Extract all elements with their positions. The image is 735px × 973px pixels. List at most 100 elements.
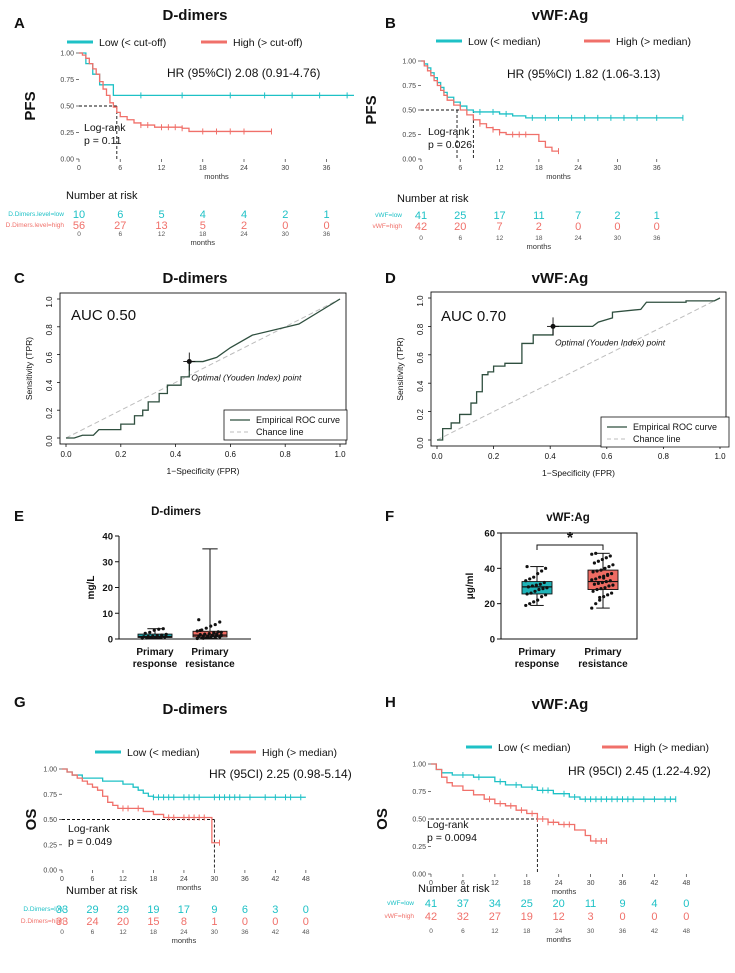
y-tick-label: 0: [108, 635, 113, 646]
x-tick-label: 0.6: [225, 450, 237, 459]
risk-x-tick-label: 18: [523, 928, 531, 935]
data-point: [207, 631, 211, 636]
box-group-response: [137, 627, 173, 640]
data-point: [598, 598, 602, 602]
chart-title-b: vWF:Ag: [532, 7, 589, 24]
risk-count: 0: [651, 911, 657, 923]
data-point: [525, 592, 529, 596]
panel-letter-f: F: [385, 508, 394, 525]
risk-count: 42: [425, 911, 437, 923]
data-point: [204, 626, 208, 630]
x-tick-label: 18: [523, 880, 531, 887]
data-point: [151, 634, 155, 638]
risk-count: 34: [489, 898, 501, 910]
data-point: [596, 581, 600, 585]
risk-x-tick-label: 18: [199, 231, 207, 238]
risk-x-tick-label: 30: [587, 928, 595, 935]
km-curve-high: [79, 52, 272, 133]
data-point: [164, 632, 168, 636]
y-tick-label: 0.00: [402, 157, 416, 164]
data-point: [544, 593, 548, 597]
risk-x-tick-label: 48: [683, 928, 691, 935]
logrank-label: Log-rank: [84, 122, 126, 134]
risk-count: 20: [553, 898, 565, 910]
y-tick-label: 0.4: [416, 380, 425, 392]
y-axis-label: Sensitivity (TPR): [395, 337, 405, 400]
logrank-p-value: p = 0.0094: [427, 832, 477, 844]
significance-bracket: [536, 544, 604, 550]
data-point: [534, 583, 538, 587]
risk-count: 17: [178, 904, 190, 916]
data-point: [590, 606, 594, 610]
data-point: [526, 585, 530, 589]
risk-count: 33: [56, 904, 68, 916]
legend-label-high: High (> cut-off): [233, 37, 303, 49]
data-point: [594, 577, 598, 581]
data-point: [210, 633, 214, 637]
y-tick-label: 10: [102, 609, 113, 620]
risk-count: 11: [585, 898, 596, 910]
y-tick-label: 0.00: [60, 157, 74, 164]
y-tick-label: 0.4: [45, 379, 54, 391]
y-tick-label: 1.00: [402, 59, 416, 66]
risk-x-axis-label: months: [190, 238, 215, 247]
chart-title-a: D-dimers: [162, 7, 227, 24]
risk-x-tick-label: 12: [158, 231, 166, 238]
risk-x-tick-label: 0: [429, 928, 433, 935]
x-axis-label: months: [546, 172, 571, 181]
km-curve-high: [421, 60, 559, 152]
data-point: [201, 636, 205, 640]
hazard-ratio-text: HR (95%CI) 1.82 (1.06-3.13): [507, 67, 660, 81]
risk-row-label-high: D.Dimers=high: [21, 918, 65, 925]
data-point: [603, 566, 607, 570]
x-tick-label: 1.0: [714, 452, 726, 461]
hazard-ratio-text: HR (95CI) 2.25 (0.98-5.14): [209, 767, 352, 781]
data-point: [538, 582, 542, 586]
y-axis-label: OS: [374, 808, 391, 830]
risk-x-tick-label: 30: [614, 235, 622, 242]
data-point: [218, 620, 222, 624]
panel-letter-e: E: [14, 508, 24, 525]
x-tick-label: 0.6: [601, 452, 613, 461]
legend-label-roc: Empirical ROC curve: [256, 415, 340, 425]
x-tick-label: 36: [653, 165, 661, 172]
x-axis-label: 1−Specificity (FPR): [542, 468, 615, 478]
risk-x-tick-label: 0: [419, 235, 423, 242]
x-tick-label: 18: [199, 165, 207, 172]
risk-count: 37: [457, 898, 469, 910]
significance-marker: *: [567, 530, 574, 547]
data-point: [146, 634, 150, 639]
auc-text: AUC 0.50: [71, 307, 136, 324]
panel-letter-c: C: [14, 270, 25, 287]
data-point: [606, 593, 610, 597]
risk-x-tick-label: 24: [240, 231, 248, 238]
x-axis-label: months: [177, 883, 202, 892]
x-tick-label: 6: [461, 880, 465, 887]
y-tick-label: 0.25: [43, 842, 57, 849]
data-point: [540, 569, 544, 573]
y-tick-label: 60: [484, 529, 495, 540]
legend-label-high: High (> median): [616, 36, 691, 48]
data-point: [590, 578, 594, 582]
km-curve-high: [62, 768, 220, 844]
risk-count: 1: [323, 209, 329, 221]
optimal-point: [550, 323, 556, 329]
x-tick-label: 18: [150, 876, 158, 883]
y-tick-label: 0.25: [402, 132, 416, 139]
risk-count: 3: [272, 904, 278, 916]
hazard-ratio-text: HR (95CI) 2.45 (1.22-4.92): [568, 764, 711, 778]
data-point: [591, 589, 595, 593]
data-point: [525, 564, 529, 569]
risk-x-axis-label: months: [172, 936, 197, 945]
risk-count: 2: [241, 220, 247, 232]
risk-count: 10: [73, 209, 85, 221]
x-tick-label: 0.0: [431, 452, 443, 461]
data-point: [599, 568, 603, 572]
risk-count: 0: [242, 916, 248, 928]
risk-count: 20: [117, 916, 129, 928]
plot-frame: [500, 532, 638, 640]
y-tick-label: 0.6: [45, 351, 54, 363]
risk-count: 33: [56, 916, 68, 928]
x-axis-label: months: [204, 172, 229, 181]
